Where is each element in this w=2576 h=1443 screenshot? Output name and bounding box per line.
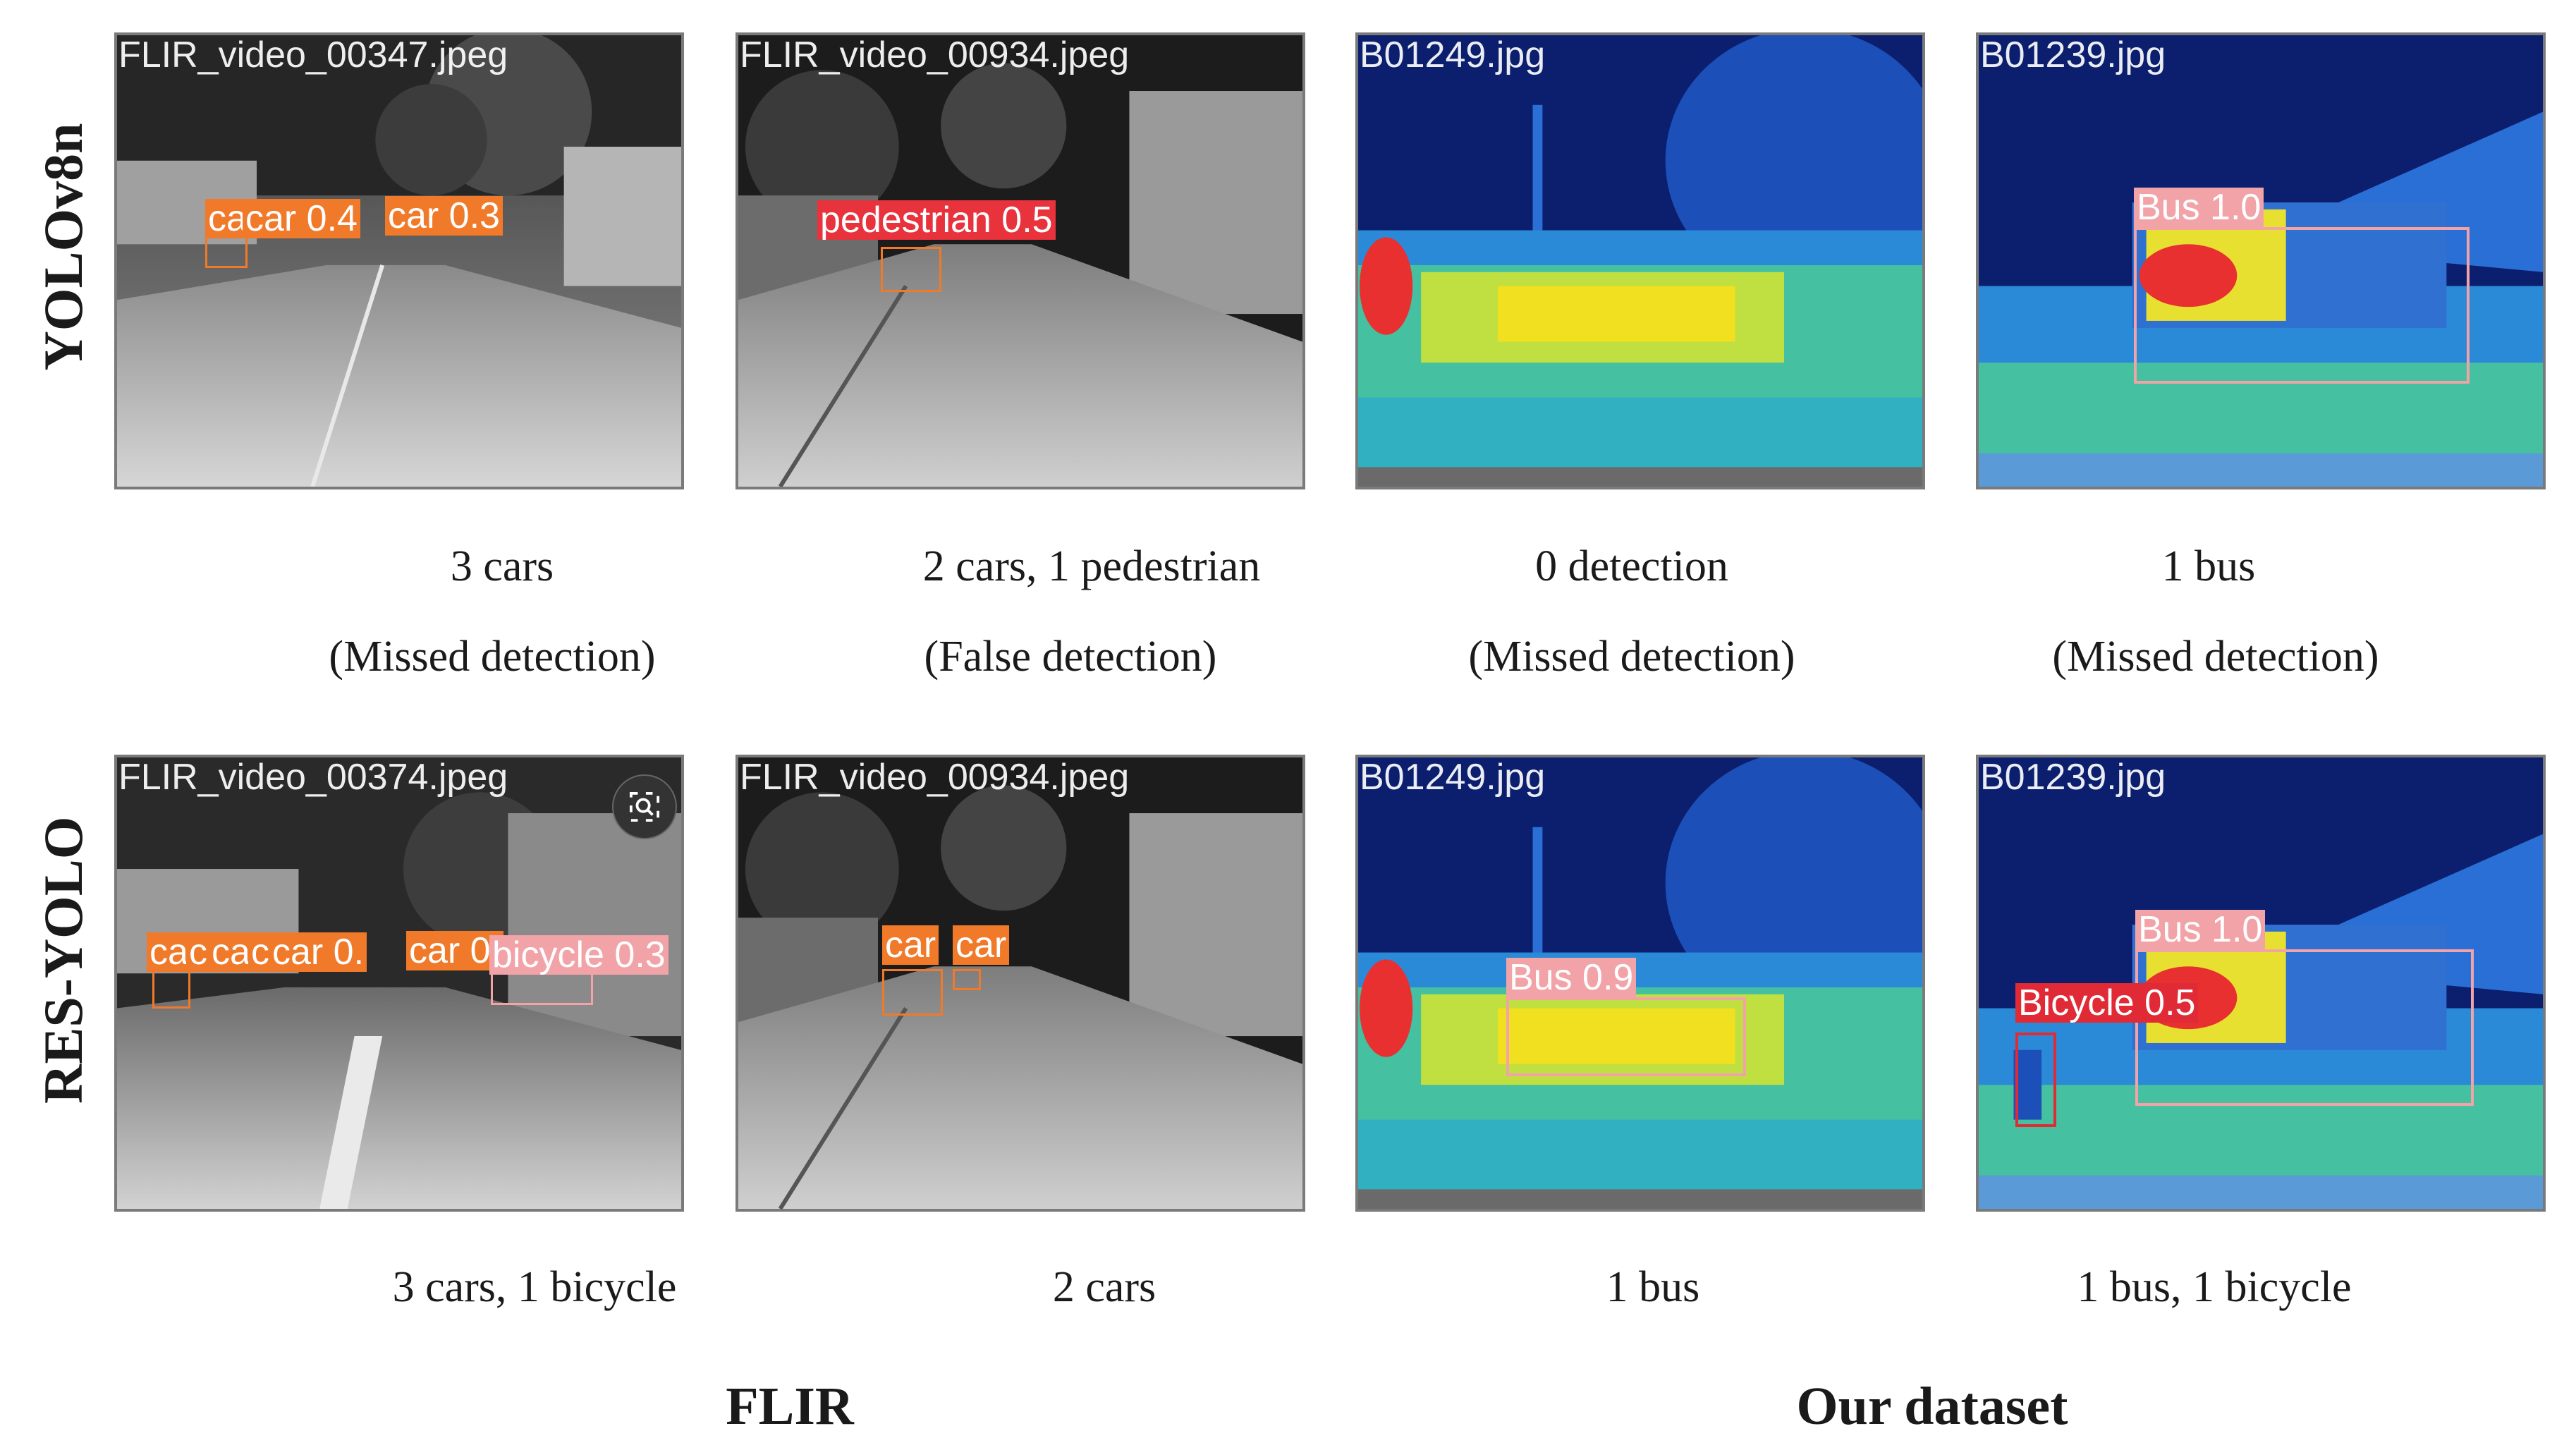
detection-label: car 0.	[406, 931, 504, 970]
detection-label: ca	[147, 932, 191, 972]
detection-label: Bus 1.0	[2135, 910, 2266, 949]
caption: 3 cars	[450, 542, 554, 590]
file-name: FLIR_video_00374.jpeg	[118, 757, 508, 798]
thermal-image	[1358, 35, 1922, 487]
row-label-yolov8n: YOLOv8n	[32, 123, 94, 371]
detection-label: c	[248, 932, 272, 972]
detection-label: ca	[209, 932, 253, 972]
file-name: B01239.jpg	[1980, 757, 2166, 798]
row-label-res-yolo: RES-YOLO	[32, 816, 94, 1104]
thermal-image	[1358, 757, 1922, 1209]
caption: 2 cars	[1052, 1263, 1156, 1311]
detection-label: car 0.4	[243, 199, 360, 238]
caption-note: (Missed detection)	[329, 633, 656, 681]
panel-top-flir-1: FLIR_video_00347.jpeg ca car 0.4 car 0.3	[114, 32, 684, 489]
caption-note: (False detection)	[924, 633, 1217, 681]
detection-label: Bus 1.0	[2134, 188, 2264, 227]
detection-label: c	[186, 932, 210, 972]
file-name: FLIR_video_00934.jpeg	[740, 35, 1130, 75]
detection-box	[2135, 949, 2474, 1106]
detection-box	[882, 969, 943, 1016]
caption: 1 bus, 1 bicycle	[2077, 1263, 2352, 1311]
detection-box	[881, 247, 941, 292]
detection-box	[2134, 227, 2470, 384]
detection-label: bicycle 0.3	[489, 935, 669, 975]
detection-label: car	[882, 925, 939, 965]
caption: 0 detection	[1535, 542, 1728, 590]
group-label-our-dataset: Our dataset	[1796, 1377, 2068, 1436]
thermal-image	[738, 757, 1302, 1209]
panel-bottom-flir-1: FLIR_video_00374.jpeg ca c ca c car 0. c…	[114, 755, 684, 1212]
thermal-image	[117, 757, 681, 1209]
detection-label: car 0.3	[385, 196, 503, 236]
detection-box	[152, 969, 190, 1009]
detection-label: car	[953, 925, 1010, 965]
caption-note: (Missed detection)	[2052, 633, 2379, 681]
file-name: B01249.jpg	[1360, 35, 1546, 75]
panel-bottom-ours-2: B01239.jpg Bus 1.0 Bicycle 0.5	[1976, 755, 2546, 1212]
magnifier-icon[interactable]	[612, 774, 677, 839]
thermal-image	[1979, 35, 2543, 487]
caption: 1 bus	[2161, 542, 2256, 590]
detection-label: car 0.	[269, 932, 367, 972]
thermal-image	[738, 35, 1302, 487]
detection-label: Bicycle 0.5	[2015, 983, 2199, 1023]
file-name: B01239.jpg	[1980, 35, 2166, 75]
panel-top-ours-1: B01249.jpg	[1355, 32, 1925, 489]
caption: 1 bus	[1606, 1263, 1700, 1311]
panel-bottom-ours-1: B01249.jpg Bus 0.9	[1355, 755, 1925, 1212]
file-name: B01249.jpg	[1360, 757, 1546, 798]
detection-box	[491, 973, 593, 1005]
caption-note: (Missed detection)	[1468, 633, 1795, 681]
detection-label: ca	[205, 199, 250, 238]
detection-label: Bus 0.9	[1506, 958, 1637, 997]
file-name: FLIR_video_00347.jpeg	[118, 35, 508, 75]
file-name: FLIR_video_00934.jpeg	[740, 757, 1130, 798]
panel-bottom-flir-2: FLIR_video_00934.jpeg car car	[735, 755, 1305, 1212]
group-label-flir: FLIR	[726, 1377, 854, 1436]
panel-top-ours-2: B01239.jpg Bus 1.0	[1976, 32, 2546, 489]
thermal-image	[117, 35, 681, 487]
panel-top-flir-2: FLIR_video_00934.jpeg pedestrian 0.5	[735, 32, 1305, 489]
detection-box	[1506, 997, 1746, 1076]
caption: 3 cars, 1 bicycle	[392, 1263, 677, 1311]
detection-box	[953, 969, 981, 990]
caption: 2 cars, 1 pedestrian	[922, 542, 1261, 590]
detection-box	[2015, 1033, 2056, 1127]
detection-label: pedestrian 0.5	[817, 200, 1056, 240]
